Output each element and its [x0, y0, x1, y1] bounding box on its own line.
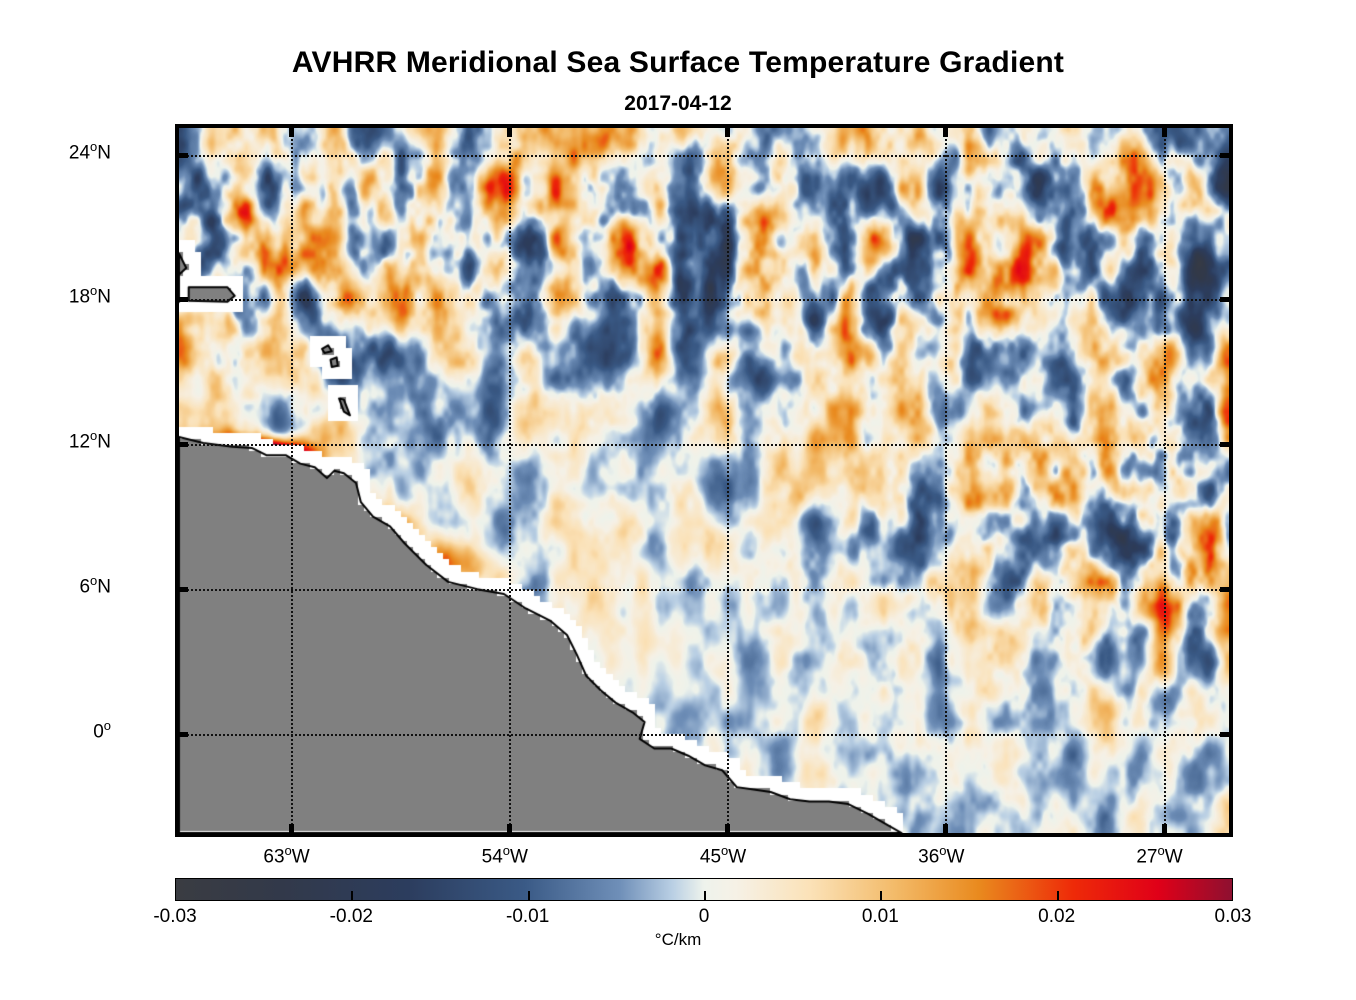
tick-lon	[506, 824, 512, 833]
tick-lon	[288, 824, 294, 833]
colorbar	[175, 878, 1233, 901]
tick-lon	[1161, 128, 1167, 137]
x-tick-label: 36oW	[918, 843, 965, 868]
tick-lat	[179, 152, 188, 158]
colorbar-unit-label: °C/km	[654, 930, 702, 949]
colorbar-tick-label: 0.01	[861, 906, 899, 927]
colorbar-gradient	[176, 879, 1232, 900]
figure-subtitle: 2017-04-12	[624, 92, 732, 115]
colorbar-tick	[351, 891, 354, 900]
tick-lat	[179, 297, 188, 303]
x-tick-label: 45oW	[699, 843, 747, 868]
tick-lon	[506, 128, 512, 137]
y-tick-label: 0o	[93, 718, 111, 743]
tick-lon	[288, 128, 294, 137]
y-tick-label: 18oN	[68, 283, 111, 308]
tick-lon	[943, 128, 949, 137]
colorbar-tick	[880, 891, 883, 900]
tick-lat	[1220, 442, 1229, 448]
y-tick-label: 24oN	[68, 138, 111, 163]
tick-lat	[1220, 587, 1229, 593]
colorbar-tick-label: 0.02	[1038, 906, 1076, 927]
x-tick-label: 27oW	[1136, 843, 1183, 868]
colorbar-tick-label: 0	[698, 906, 710, 927]
tick-lon	[725, 128, 731, 137]
tick-lat	[1220, 297, 1229, 303]
colorbar-tick	[704, 891, 706, 900]
colorbar-tick-label: -0.01	[506, 906, 550, 927]
map-axes	[175, 124, 1233, 837]
figure-title: AVHRR Meridional Sea Surface Temperature…	[291, 46, 1065, 79]
colorbar-tick	[527, 891, 530, 900]
y-tick-label: 12oN	[68, 428, 111, 453]
tick-lat	[1220, 732, 1229, 737]
tick-lon	[1161, 824, 1167, 833]
tick-lon	[725, 824, 731, 833]
tick-lat	[1220, 152, 1229, 158]
tick-lat	[179, 732, 188, 737]
tick-lat	[179, 587, 188, 593]
x-tick-label: 54oW	[481, 843, 528, 868]
tick-lat	[179, 442, 188, 448]
tick-lon	[943, 824, 949, 833]
colorbar-tick-label: 0.03	[1214, 906, 1252, 927]
colorbar-tick	[1056, 891, 1059, 900]
colorbar-tick-label: -0.03	[153, 906, 197, 927]
colorbar-tick-label: -0.02	[329, 906, 373, 927]
y-tick-label: 6oN	[79, 573, 111, 598]
sst-gradient-heatmap	[179, 128, 1229, 833]
x-tick-label: 63oW	[263, 843, 310, 868]
